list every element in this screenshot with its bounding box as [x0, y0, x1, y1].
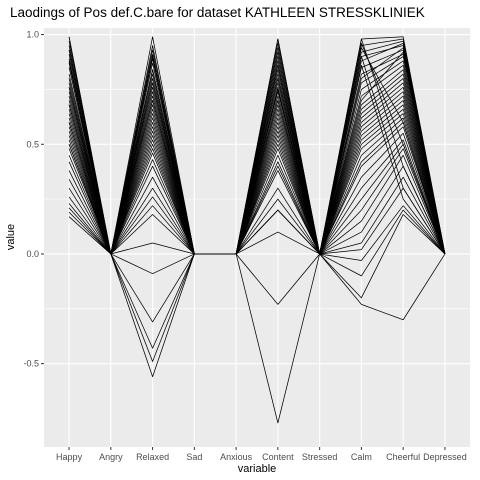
series-line-36 [68, 209, 446, 323]
series-line-19 [68, 95, 446, 255]
y-tick-label: 1.0 [26, 30, 39, 40]
chart-title: Laodings of Pos def.C.bare for dataset K… [10, 5, 425, 20]
y-tick-label: 0.0 [26, 249, 39, 259]
series-line-17 [68, 86, 446, 255]
x-tick-label: Sad [186, 452, 202, 462]
series-line-18 [68, 91, 446, 255]
series-line-40 [68, 42, 446, 255]
series-line-26 [68, 126, 446, 255]
series-line-27 [68, 132, 446, 255]
series-line-24 [68, 117, 446, 255]
x-tick-label: Cheerful [386, 452, 420, 462]
x-tick-label: Calm [351, 452, 372, 462]
series-line-30 [68, 148, 446, 255]
x-tick-label: Happy [56, 452, 83, 462]
y-axis-title: value [5, 224, 17, 250]
series-line-8 [68, 47, 446, 255]
y-tick-label: 0.5 [26, 139, 39, 149]
series-line-42 [68, 56, 446, 255]
series-line-28 [68, 139, 446, 255]
series-line-3 [68, 40, 446, 255]
x-tick-label: Anxious [220, 452, 253, 462]
series-line-39 [68, 38, 446, 378]
series-line-22 [68, 108, 446, 255]
y-tick-label: -0.5 [23, 359, 39, 369]
x-axis-ticks: Happy Angry Relaxed Sad Anxious Content Stress… [56, 447, 467, 462]
series-line-16 [68, 82, 446, 255]
series-line-29 [68, 143, 446, 255]
series-line-20 [68, 100, 446, 255]
series-line-25 [68, 121, 446, 255]
x-tick-label: Content [262, 452, 294, 462]
series-line-35 [68, 205, 446, 275]
series-line-6 [68, 49, 446, 255]
series-line-43 [68, 64, 446, 255]
series-line-32 [68, 165, 446, 255]
series-line-11 [68, 64, 446, 255]
x-tick-label: Angry [99, 452, 123, 462]
series-line-9 [68, 56, 446, 255]
x-axis-title: variable [238, 463, 277, 475]
series-line-41 [68, 47, 446, 255]
series-line-2 [68, 38, 446, 255]
series-line-38 [68, 60, 446, 424]
x-tick-label: Depressed [423, 452, 467, 462]
x-tick-label: Stressed [302, 452, 338, 462]
series-lines [68, 36, 446, 424]
y-axis-ticks: -0.5 0.0 0.5 1.0 [23, 30, 44, 369]
x-tick-label: Relaxed [136, 452, 169, 462]
series-line-37 [68, 36, 446, 349]
series-line-31 [68, 154, 446, 255]
